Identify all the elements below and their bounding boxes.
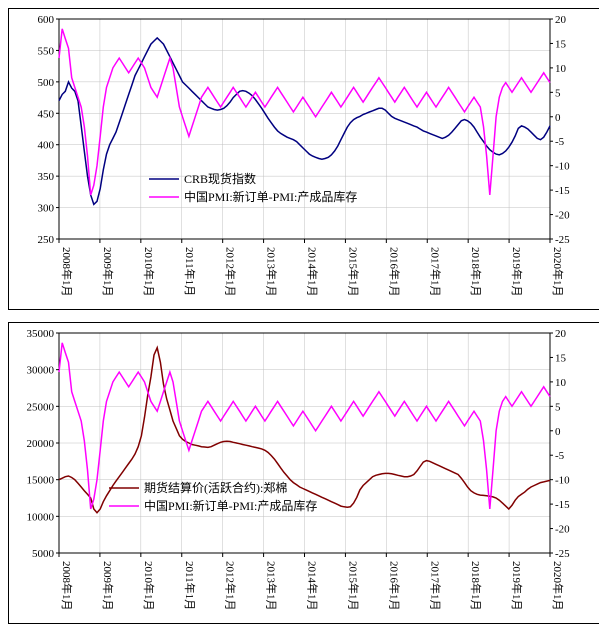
- svg-text:2018年1月: 2018年1月: [469, 561, 483, 611]
- svg-text:15000: 15000: [27, 475, 55, 487]
- svg-text:2013年1月: 2013年1月: [265, 561, 279, 611]
- chart-panel-crb: 250 300 350 400 450 500 550 600 -25 -20 -15 -10 -5 0 5…: [8, 8, 599, 310]
- svg-text:2008年1月: 2008年1月: [60, 247, 74, 297]
- chart-svg-cotton: 5000 10000 15000 20000 25000 30000 35000 -25 -20…: [9, 323, 600, 623]
- svg-text:2012年1月: 2012年1月: [224, 247, 238, 297]
- svg-text:中国PMI:新订单-PMI:产成品库存: 中国PMI:新订单-PMI:产成品库存: [144, 498, 317, 513]
- svg-text:2015年1月: 2015年1月: [346, 247, 360, 297]
- svg-text:-5: -5: [555, 450, 565, 462]
- svg-text:450: 450: [38, 108, 55, 120]
- svg-text:CRB现货指数: CRB现货指数: [184, 171, 256, 186]
- svg-text:20000: 20000: [27, 438, 55, 450]
- svg-text:2015年1月: 2015年1月: [346, 561, 360, 611]
- svg-text:中国PMI:新订单-PMI:产成品库存: 中国PMI:新订单-PMI:产成品库存: [184, 189, 357, 204]
- svg-text:0: 0: [555, 426, 561, 438]
- svg-text:2019年1月: 2019年1月: [510, 561, 524, 611]
- svg-text:2010年1月: 2010年1月: [142, 561, 156, 611]
- svg-text:2009年1月: 2009年1月: [101, 561, 115, 611]
- svg-text:250: 250: [38, 234, 55, 246]
- svg-text:5: 5: [555, 401, 561, 413]
- svg-text:2011年1月: 2011年1月: [183, 561, 197, 610]
- svg-text:5000: 5000: [32, 548, 55, 560]
- svg-text:25000: 25000: [27, 401, 55, 413]
- svg-text:10000: 10000: [27, 511, 55, 523]
- svg-text:10: 10: [555, 377, 567, 389]
- svg-text:2012年1月: 2012年1月: [224, 561, 238, 611]
- svg-text:30000: 30000: [27, 365, 55, 377]
- svg-text:-20: -20: [555, 210, 570, 222]
- svg-text:300: 300: [38, 203, 55, 215]
- svg-text:5: 5: [555, 87, 561, 99]
- svg-text:20: 20: [555, 328, 567, 340]
- svg-text:15: 15: [555, 38, 567, 50]
- svg-text:2016年1月: 2016年1月: [387, 561, 401, 611]
- svg-text:-25: -25: [555, 234, 570, 246]
- svg-text:15: 15: [555, 352, 567, 364]
- svg-text:-10: -10: [555, 475, 570, 487]
- svg-text:2014年1月: 2014年1月: [306, 561, 320, 611]
- svg-text:-10: -10: [555, 161, 570, 173]
- svg-text:2019年1月: 2019年1月: [510, 247, 524, 297]
- svg-text:500: 500: [38, 77, 55, 89]
- svg-text:35000: 35000: [27, 328, 55, 340]
- svg-text:期货结算价(活跃合约):郑棉: 期货结算价(活跃合约):郑棉: [144, 480, 287, 495]
- svg-text:2017年1月: 2017年1月: [428, 561, 442, 611]
- chart-panel-cotton: 5000 10000 15000 20000 25000 30000 35000 -25 -20…: [8, 322, 599, 624]
- svg-text:2020年1月: 2020年1月: [551, 561, 565, 611]
- svg-text:350: 350: [38, 171, 55, 183]
- svg-text:550: 550: [38, 45, 55, 57]
- svg-text:-5: -5: [555, 136, 565, 148]
- svg-text:2017年1月: 2017年1月: [428, 247, 442, 297]
- svg-text:2009年1月: 2009年1月: [101, 247, 115, 297]
- svg-text:-20: -20: [555, 524, 570, 536]
- svg-text:20: 20: [555, 14, 567, 26]
- svg-text:2016年1月: 2016年1月: [387, 247, 401, 297]
- svg-text:2018年1月: 2018年1月: [469, 247, 483, 297]
- svg-text:2013年1月: 2013年1月: [265, 247, 279, 297]
- chart-svg-crb: 250 300 350 400 450 500 550 600 -25 -20 -15 -10 -5 0 5…: [9, 9, 600, 309]
- svg-text:-25: -25: [555, 548, 570, 560]
- svg-text:-15: -15: [555, 185, 570, 197]
- svg-text:2010年1月: 2010年1月: [142, 247, 156, 297]
- svg-text:-15: -15: [555, 499, 570, 511]
- svg-text:10: 10: [555, 63, 567, 75]
- svg-text:2014年1月: 2014年1月: [306, 247, 320, 297]
- svg-text:400: 400: [38, 140, 55, 152]
- svg-text:2020年1月: 2020年1月: [551, 247, 565, 297]
- svg-text:600: 600: [38, 14, 55, 26]
- svg-text:2008年1月: 2008年1月: [60, 561, 74, 611]
- svg-text:2011年1月: 2011年1月: [183, 247, 197, 296]
- svg-text:0: 0: [555, 112, 561, 124]
